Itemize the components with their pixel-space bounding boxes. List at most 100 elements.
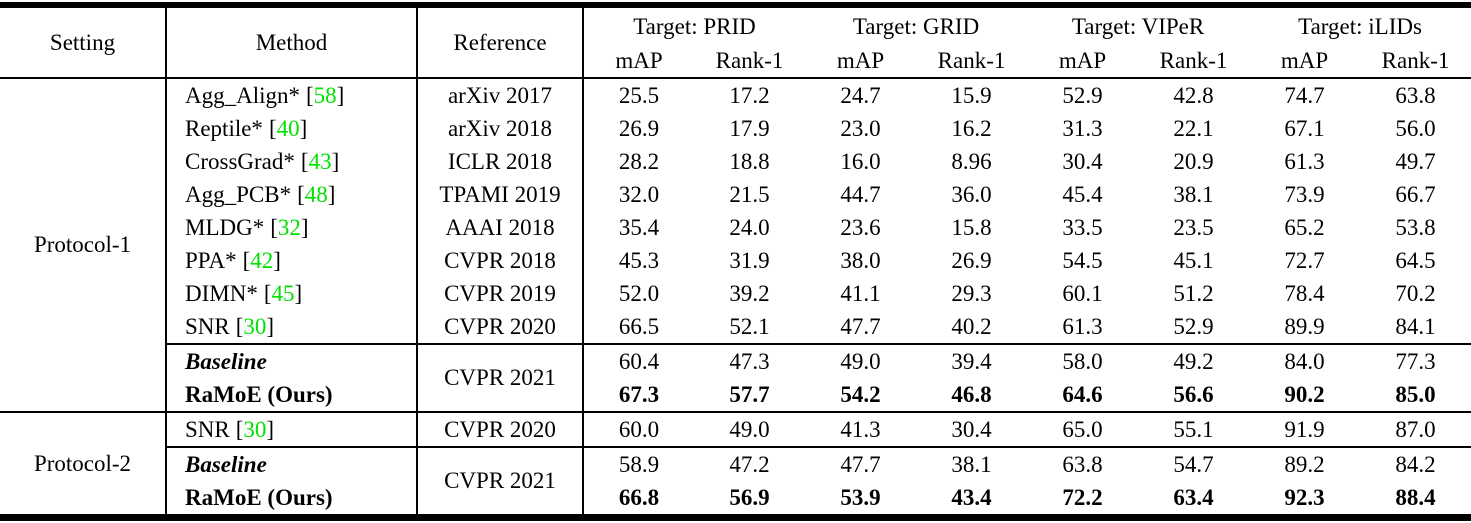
value-cell: 28.2 bbox=[582, 145, 694, 178]
value-cell: 35.4 bbox=[582, 211, 694, 244]
value-cell: 88.4 bbox=[1395, 484, 1436, 510]
value-cell: 85.0 bbox=[1395, 381, 1436, 407]
citation-link[interactable]: 32 bbox=[277, 214, 301, 240]
citation-bracket: [ bbox=[270, 214, 278, 240]
citation-bracket: ] bbox=[266, 416, 275, 442]
value-cell: 45.3 bbox=[582, 244, 694, 277]
table-row: Baseline CVPR 2021 58.9 47.2 47.7 38.1 6… bbox=[0, 446, 1471, 518]
value-cell: 55.1 bbox=[1138, 411, 1250, 447]
value-cell: 66.8 bbox=[582, 481, 694, 518]
value-cell: 54.2 bbox=[840, 381, 881, 407]
citation-link[interactable]: 45 bbox=[271, 280, 295, 306]
method-cell: Agg_Align* [58] bbox=[165, 78, 417, 112]
value-cell: 89.2 bbox=[1249, 446, 1361, 481]
citation-link[interactable]: 30 bbox=[243, 416, 267, 442]
method-label: SNR bbox=[185, 416, 230, 442]
col-header-map: mAP bbox=[805, 45, 917, 79]
value-cell: 54.5 bbox=[1062, 247, 1103, 273]
value-cell: 52.1 bbox=[729, 313, 770, 339]
value-cell: 46.8 bbox=[951, 381, 992, 407]
method-label: DIMN* bbox=[185, 280, 258, 306]
value-cell: 20.9 bbox=[1173, 148, 1214, 174]
value-cell: 36.0 bbox=[951, 181, 992, 207]
value-cell: 49.2 bbox=[1138, 343, 1250, 378]
col-header-target-grid: Target: GRID bbox=[852, 13, 980, 39]
value-cell: 15.8 bbox=[951, 214, 992, 240]
value-cell: 51.2 bbox=[1173, 280, 1214, 306]
col-header-target-prid: Target: PRID bbox=[581, 5, 806, 45]
value-cell: 26.9 bbox=[951, 247, 992, 273]
citation-link[interactable]: 42 bbox=[250, 247, 274, 273]
header-row-metrics: mAP Rank-1 mAP Rank-1 mAP Rank-1 mAP Ran… bbox=[0, 45, 1471, 79]
value-cell: 26.9 bbox=[582, 112, 694, 145]
value-cell: 67.3 bbox=[582, 378, 694, 412]
method-cell: Baseline bbox=[165, 343, 417, 378]
value-cell: 31.9 bbox=[729, 247, 770, 273]
method-cell: Agg_PCB* [48] bbox=[165, 178, 417, 211]
value-cell: 49.0 bbox=[694, 411, 806, 447]
reference-cell: CVPR 2020 bbox=[416, 310, 583, 344]
citation-bracket: ] bbox=[300, 214, 309, 240]
value-cell: 64.5 bbox=[1395, 247, 1436, 273]
table-row: CrossGrad* [43] ICLR 2018 28.2 18.8 16.0 … bbox=[0, 145, 1471, 178]
value-cell: 31.3 bbox=[1062, 115, 1103, 141]
value-cell: 17.9 bbox=[729, 115, 770, 141]
citation-bracket: [ bbox=[242, 247, 251, 273]
citation-link[interactable]: 43 bbox=[308, 148, 332, 174]
method-label: Reptile* bbox=[185, 115, 263, 141]
value-cell: 84.0 bbox=[1249, 343, 1361, 378]
value-cell: 38.0 bbox=[840, 247, 881, 273]
value-cell: 23.6 bbox=[840, 214, 881, 240]
value-cell: 84.2 bbox=[1360, 446, 1471, 481]
table-row: Agg_PCB* [48] TPAMI 2019 32.0 21.5 44.7 3… bbox=[0, 178, 1471, 211]
method-cell: DIMN* [45] bbox=[165, 277, 417, 310]
value-cell: 58.0 bbox=[1027, 343, 1139, 378]
value-cell: 58.9 bbox=[582, 446, 694, 481]
value-cell: 57.7 bbox=[729, 381, 770, 407]
citation-bracket: ] bbox=[299, 115, 308, 141]
value-cell: 56.9 bbox=[729, 484, 770, 510]
value-cell: 54.7 bbox=[1138, 446, 1250, 481]
method-cell: CrossGrad* [43] bbox=[165, 145, 417, 178]
col-header-map: mAP bbox=[1249, 45, 1361, 79]
value-cell: 91.9 bbox=[1249, 411, 1361, 447]
method-label: Agg_PCB* bbox=[185, 181, 292, 207]
value-cell: 72.7 bbox=[1284, 247, 1325, 273]
value-cell: 72.2 bbox=[1062, 484, 1103, 510]
value-cell: 43.4 bbox=[951, 484, 992, 510]
col-header-rank1: Rank-1 bbox=[694, 45, 806, 79]
citation-link[interactable]: 30 bbox=[243, 313, 267, 339]
method-label: CrossGrad* bbox=[185, 148, 295, 174]
value-cell: 16.2 bbox=[951, 115, 992, 141]
citation-link[interactable]: 58 bbox=[313, 82, 337, 108]
method-label: PPA* bbox=[185, 247, 237, 273]
value-cell: 60.0 bbox=[582, 411, 694, 447]
citation-bracket: [ bbox=[300, 148, 309, 174]
value-cell: 92.3 bbox=[1284, 484, 1325, 510]
col-header-rank1: Rank-1 bbox=[916, 45, 1028, 79]
value-cell: 89.9 bbox=[1284, 313, 1325, 339]
citation-link[interactable]: 48 bbox=[304, 181, 328, 207]
reference-cell: arXiv 2018 bbox=[416, 112, 583, 145]
reference-cell: CVPR 2019 bbox=[416, 277, 583, 310]
value-cell: 63.8 bbox=[1027, 446, 1139, 481]
reference-cell: arXiv 2017 bbox=[416, 78, 583, 112]
value-cell: 22.1 bbox=[1173, 115, 1214, 141]
value-cell: 49.7 bbox=[1395, 148, 1436, 174]
value-cell: 39.2 bbox=[729, 280, 770, 306]
value-cell: 56.0 bbox=[1395, 115, 1436, 141]
table-row: SNR [30] CVPR 2020 66.5 52.1 47.7 40.2 61… bbox=[0, 310, 1471, 344]
value-cell: 78.4 bbox=[1284, 280, 1325, 306]
value-cell: 52.0 bbox=[582, 277, 694, 310]
value-cell: 65.0 bbox=[1027, 411, 1139, 447]
citation-link[interactable]: 40 bbox=[276, 115, 300, 141]
citation-bracket: ] bbox=[327, 181, 336, 207]
table-row: PPA* [42] CVPR 2018 45.3 31.9 38.0 26.9 5… bbox=[0, 244, 1471, 277]
citation-bracket: ] bbox=[294, 280, 303, 306]
value-cell: 74.7 bbox=[1284, 82, 1325, 108]
value-cell: 38.1 bbox=[916, 446, 1028, 481]
table-row: Protocol-2 SNR [30] CVPR 2020 60.0 49.0 4… bbox=[0, 411, 1471, 518]
reference-cell: CVPR 2020 bbox=[416, 411, 583, 447]
value-cell: 29.3 bbox=[951, 280, 992, 306]
value-cell: 47.3 bbox=[694, 343, 806, 378]
